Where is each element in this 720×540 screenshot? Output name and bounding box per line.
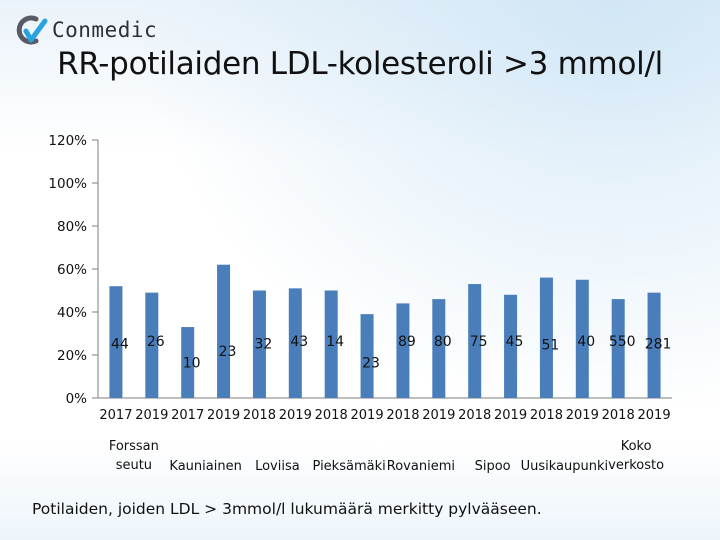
x-year-label: 2019	[207, 408, 240, 423]
bar	[539, 277, 553, 398]
bar-count-label: 32	[255, 336, 273, 352]
bar-count-label: 80	[434, 334, 452, 350]
bar-chart: 120% 100% 80% 60% 40% 20% 0% 44 2017 26 2019 10 201…	[48, 133, 672, 474]
bar-count-label: 44	[111, 336, 129, 352]
bar-count-label: 75	[470, 334, 488, 350]
x-group-label: Pieksämäki	[313, 459, 386, 474]
logo: Conmedic	[14, 12, 157, 48]
x-year-label: 2018	[458, 408, 491, 423]
bar	[360, 314, 374, 398]
y-tick-label: 60%	[57, 262, 87, 278]
bar	[145, 292, 159, 398]
y-tick-label: 120%	[48, 133, 87, 149]
bar	[181, 327, 195, 398]
bar-count-label: 26	[147, 334, 165, 350]
bar-count-label: 23	[362, 356, 380, 372]
bar	[396, 303, 410, 398]
bar	[647, 292, 661, 398]
bar-count-label: 281	[645, 336, 672, 352]
bar	[432, 299, 446, 398]
x-year-label: 2018	[602, 408, 635, 423]
bar-count-label: 14	[326, 334, 344, 350]
y-tick-label: 20%	[57, 348, 87, 364]
bar-count-label: 23	[219, 344, 237, 360]
footnote: Potilaiden, joiden LDL > 3mmol/l lukumää…	[32, 500, 542, 518]
bar-count-label: 43	[290, 334, 308, 350]
bar	[575, 279, 589, 398]
x-group-label: Rovaniemi	[387, 459, 455, 474]
bar	[288, 288, 302, 398]
x-year-label: 2019	[494, 408, 527, 423]
x-year-label: 2017	[99, 408, 132, 423]
x-year-label: 2019	[279, 408, 312, 423]
x-year-label: 2019	[422, 408, 455, 423]
bar	[611, 299, 625, 398]
x-year-label: 2017	[171, 408, 204, 423]
bar	[109, 286, 123, 398]
x-group-label: Loviisa	[255, 459, 300, 474]
x-group-label: Kauniainen	[169, 459, 241, 474]
bar-count-label: 40	[577, 334, 595, 350]
x-year-label: 2019	[638, 408, 671, 423]
bar-count-label: 550	[609, 334, 636, 350]
x-group-label: seutu	[116, 458, 152, 473]
bar-count-label: 89	[398, 334, 416, 350]
y-tick-label: 100%	[48, 176, 87, 192]
x-year-label: 2018	[530, 408, 563, 423]
x-year-label: 2018	[386, 408, 419, 423]
page-title: RR-potilaiden LDL-kolesteroli >3 mmol/l	[57, 46, 663, 82]
bar-count-label: 45	[506, 334, 524, 350]
bar-count-label: 10	[183, 356, 201, 372]
x-year-label: 2019	[566, 408, 599, 423]
x-group-label: verkosto	[608, 458, 664, 473]
bar	[324, 290, 338, 398]
bar	[468, 284, 482, 398]
x-group-label: Uusikaupunki	[521, 459, 609, 474]
y-tick-label: 80%	[57, 219, 87, 235]
bar	[504, 294, 518, 398]
x-group-label: Koko	[621, 439, 652, 454]
x-group-label: Sipoo	[475, 459, 511, 474]
x-group-label: Forssan	[109, 439, 159, 454]
conmedic-logo-icon	[16, 15, 48, 45]
x-year-label: 2018	[243, 408, 276, 423]
logo-text: Conmedic	[52, 18, 158, 42]
x-year-label: 2018	[315, 408, 348, 423]
x-year-label: 2019	[135, 408, 168, 423]
bar-count-label: 51	[542, 337, 560, 353]
bar	[217, 264, 231, 398]
y-tick-label: 0%	[66, 391, 88, 407]
bar	[252, 290, 266, 398]
x-year-label: 2019	[351, 408, 384, 423]
y-tick-label: 40%	[57, 305, 87, 321]
